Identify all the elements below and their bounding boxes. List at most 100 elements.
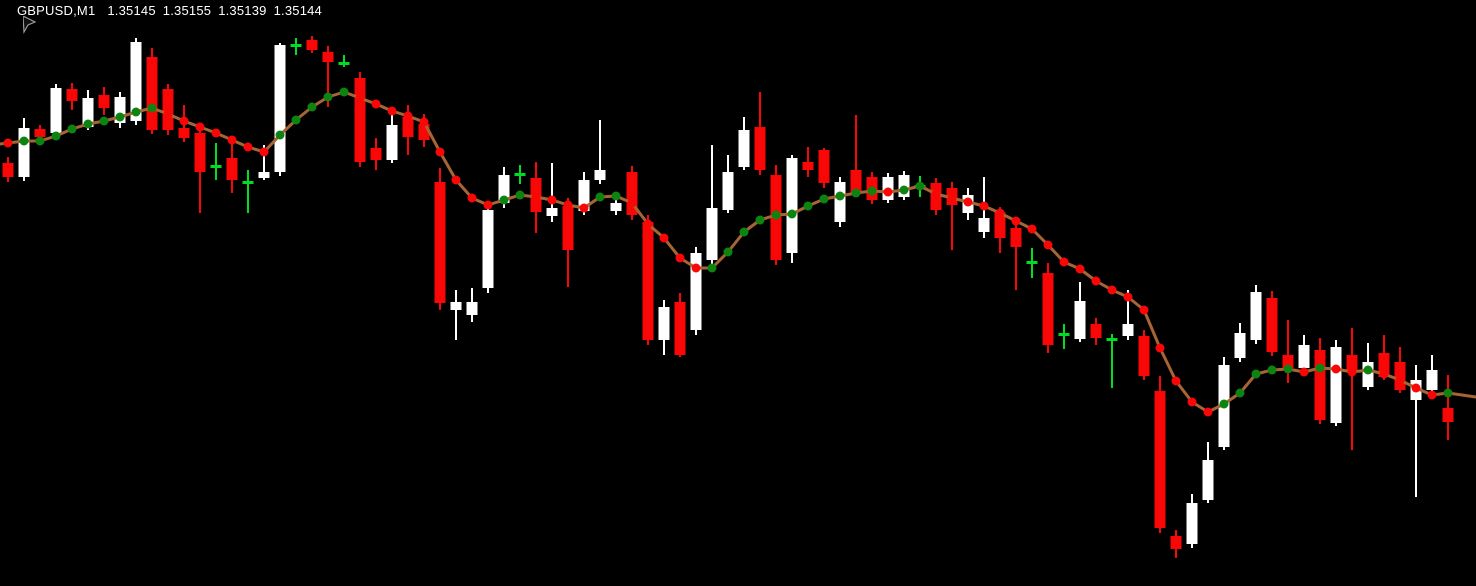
ma-dot-down <box>1123 292 1133 302</box>
ma-dot-up <box>739 227 749 237</box>
candle-body-bear <box>194 133 206 172</box>
ma-dot-down <box>579 203 589 213</box>
ma-dot-up <box>787 209 797 219</box>
ma-dot-down <box>1395 375 1405 385</box>
ma-dot-down <box>1091 276 1101 286</box>
candle-body-bull <box>1426 370 1438 390</box>
candle-body-bear <box>1042 273 1054 345</box>
ma-dot-up <box>771 210 781 220</box>
ma-dot-up <box>707 263 717 273</box>
ma-dot-down <box>1075 264 1085 274</box>
candle-body-bear <box>178 128 190 138</box>
candle-body-bear <box>146 57 158 130</box>
ma-dot-up <box>899 185 909 195</box>
ma-dot-up <box>803 201 813 211</box>
ma-dot-up <box>323 92 333 102</box>
ma-dot-up <box>595 192 605 202</box>
candle-body-bull <box>690 253 702 330</box>
quote-bar: GBPUSD,M1 1.35145 1.35155 1.35139 1.3514… <box>0 0 329 35</box>
ma-dot-down <box>1299 367 1309 377</box>
candle-body-bull <box>1234 333 1246 358</box>
ma-dot-up <box>819 194 829 204</box>
ma-dot-up <box>1315 363 1325 373</box>
candle-body-bear <box>626 172 638 215</box>
candle-body-bull <box>1202 460 1214 500</box>
quote-close: 1.35144 <box>273 2 322 18</box>
candle-body-bear <box>1138 336 1150 376</box>
candle-body-bear <box>1090 324 1102 338</box>
ma-dot-up <box>915 181 925 191</box>
candle-body-bull <box>1250 292 1262 340</box>
ma-dot-down <box>387 106 397 116</box>
candle-body-bull <box>258 172 270 178</box>
doji-marker-bar <box>1058 333 1070 336</box>
doji-marker-bar <box>1106 338 1118 341</box>
ma-dot-up <box>835 191 845 201</box>
candle-body-bull <box>546 208 558 216</box>
candle-body-bull <box>1122 324 1134 336</box>
ma-dot-down <box>547 195 557 205</box>
ma-dot-up <box>307 102 317 112</box>
ma-dot-down <box>563 200 573 210</box>
candle-body-bear <box>1266 298 1278 352</box>
candle-body-bear <box>306 40 318 50</box>
doji-marker-bar <box>210 165 222 168</box>
ma-dot-up <box>867 186 877 196</box>
candle-body-bear <box>1010 228 1022 247</box>
ma-dot-up <box>1235 388 1245 398</box>
candle-body-bull <box>978 218 990 232</box>
ma-dot-down <box>163 109 173 119</box>
ma-dot-down <box>195 122 205 132</box>
candle-body-bull <box>1186 503 1198 544</box>
ma-dot-up <box>131 107 141 117</box>
candle-body-bear <box>66 89 78 101</box>
ma-dot-up <box>1219 399 1229 409</box>
ma-dot-down <box>675 253 685 263</box>
candle-body-bull <box>114 97 126 123</box>
candle-body-bear <box>226 158 238 180</box>
ma-dot-up <box>275 130 285 140</box>
ma-dot-down <box>995 208 1005 218</box>
ma-dot-down <box>1347 367 1357 377</box>
candle-body-bull <box>610 203 622 211</box>
ma-dot-up <box>19 136 29 146</box>
doji-marker-bar <box>242 181 254 184</box>
candle-body-bear <box>1282 355 1294 368</box>
candle-body-bull <box>722 172 734 210</box>
ma-dot-down <box>1203 407 1213 417</box>
candle-body-bull <box>466 302 478 315</box>
ma-dot-down <box>371 99 381 109</box>
candle-body-bull <box>482 210 494 288</box>
ma-dot-up <box>1251 369 1261 379</box>
candle-body-bull <box>658 307 670 340</box>
candle-body-bull <box>18 128 30 177</box>
candle-body-bull <box>1298 345 1310 368</box>
ma-dot-down <box>1011 216 1021 226</box>
quote-open: 1.35145 <box>107 2 156 18</box>
ma-dot-up <box>1363 365 1373 375</box>
ma-dot-down <box>531 192 541 202</box>
ma-dot-down <box>947 193 957 203</box>
candle-body-bear <box>1154 391 1166 528</box>
ma-dot-up <box>67 124 77 134</box>
doji-marker-bar <box>338 62 350 65</box>
candle-body-bull <box>786 158 798 253</box>
candle-body-bear <box>754 127 766 170</box>
candle-body-bull <box>386 125 398 160</box>
candle-body-bull <box>450 302 462 310</box>
candle-body-bull <box>594 170 606 180</box>
ma-dot-down <box>451 175 461 185</box>
ma-dot-up <box>35 136 45 146</box>
candle-body-bear <box>994 212 1006 238</box>
ma-dot-down <box>419 117 429 127</box>
ma-dot-down <box>435 147 445 157</box>
ma-dot-up <box>723 247 733 257</box>
candle-body-bull <box>50 88 62 133</box>
ma-dot-down <box>1171 376 1181 386</box>
ma-dot-down <box>659 233 669 243</box>
ma-dot-up <box>83 119 93 129</box>
ma-dot-down <box>1027 224 1037 234</box>
ma-dot-down <box>691 263 701 273</box>
